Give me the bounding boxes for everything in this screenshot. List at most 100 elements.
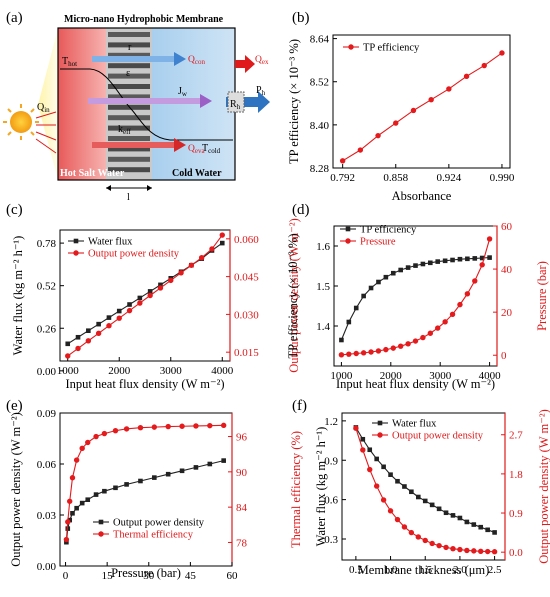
data-point [409, 489, 414, 495]
y-right-tick-label: 0.060 [234, 234, 259, 246]
data-point [492, 530, 497, 535]
data-point [219, 232, 225, 238]
data-point [450, 513, 456, 518]
data-point [220, 422, 227, 429]
data-point [420, 334, 426, 341]
x-tick-label: 1000 [57, 365, 80, 377]
series-line-red [67, 234, 223, 357]
data-point [138, 478, 143, 484]
data-point [353, 350, 359, 357]
membrane-pore-stripe [108, 136, 150, 141]
data-point [449, 311, 456, 318]
data-point [402, 484, 407, 489]
hot-water-label: Hot Salt Water [60, 168, 125, 179]
y-right-axis-title: Output power density (W m⁻²) [287, 218, 301, 373]
data-point [67, 498, 73, 504]
y-axis-title: Water flux (kg m⁻² h⁻¹) [11, 236, 25, 356]
legend-label: Output power density [88, 249, 180, 260]
data-point [85, 338, 92, 344]
data-point [357, 147, 364, 153]
porosity-label: ε [126, 68, 130, 79]
data-point [472, 278, 478, 284]
y-right-tick-label: 90 [236, 467, 248, 479]
x-tick-label: 2000 [108, 365, 131, 377]
data-point [112, 427, 119, 434]
legend-label: Output power density [113, 518, 205, 529]
data-point [450, 257, 455, 263]
data-point [405, 265, 411, 270]
series-line-black [355, 427, 495, 533]
data-point [442, 258, 448, 264]
x-axis-title: Absorbance [392, 189, 452, 203]
data-point [147, 292, 153, 299]
data-point [93, 433, 99, 440]
t-hot-label: Thot [62, 56, 77, 68]
data-point [478, 548, 484, 555]
data-point [436, 506, 442, 512]
data-point [478, 524, 484, 530]
data-point [442, 319, 448, 325]
y-tick-label: 0.26 [37, 323, 57, 335]
chart-b: 0.792 0.858 0.924 0.990 8.28 8.40 8.52 8.64 Abso… [287, 34, 515, 203]
y-tick-label: 0.06 [37, 459, 57, 471]
x-axis-title: Input heat flux density (W m⁻²) [336, 377, 495, 391]
membrane-pore-stripe [108, 42, 150, 48]
chart-d: 1000 2000 3000 4000 1.4 1.5 1.6 0 20 40 60 Input he… [286, 221, 549, 391]
temperature-profile [60, 68, 233, 141]
y-tick-label: 8.40 [310, 120, 330, 132]
data-point [465, 256, 470, 262]
data-point [137, 300, 143, 306]
plot-frame [332, 34, 511, 169]
data-point [69, 475, 76, 481]
membrane-pore-stripe [108, 167, 150, 173]
data-point [435, 325, 441, 331]
legend-marker [377, 432, 383, 438]
x-tick-label: 60 [227, 570, 239, 582]
data-point [367, 466, 373, 473]
keff-label: keff [118, 124, 131, 136]
rh-label: Rh [230, 99, 241, 111]
jw-label: Jw [178, 86, 188, 98]
y-right-tick-label: 96 [236, 432, 248, 444]
data-point [338, 352, 345, 358]
data-point [388, 472, 393, 477]
panel-label-d: (d) [292, 202, 310, 218]
y-tick-label: 0.6 [324, 495, 338, 507]
data-point [96, 321, 101, 327]
data-point [457, 515, 463, 521]
x-tick-label: 0.990 [490, 172, 515, 184]
data-point [380, 497, 387, 503]
y-axis-title: Water flux (kg m⁻² h⁻¹) [314, 427, 328, 547]
data-point [485, 527, 490, 533]
q-in-label: Qin [37, 102, 50, 114]
data-point [74, 505, 79, 511]
data-point [188, 262, 195, 268]
data-point [165, 471, 171, 477]
q-ex-arrow [235, 55, 255, 73]
y-right-tick-label: 0.045 [234, 272, 259, 284]
legend-marker [98, 531, 104, 537]
y-tick-label: 0.00 [37, 561, 57, 573]
ph-label: Ph [256, 85, 266, 97]
data-point [368, 349, 374, 355]
data-point [450, 545, 456, 552]
data-point [179, 468, 185, 474]
data-point [420, 261, 426, 267]
data-point [443, 510, 449, 516]
data-point [165, 423, 171, 430]
light-beam [38, 28, 58, 180]
chart-f: 0.5 1.0 1.5 2.0 2.5 0.3 0.6 0.9 1.2 0.0 0.9 1.8 2.7 M… [314, 409, 550, 577]
x-tick-label: 1.5 [418, 564, 432, 576]
data-point [376, 279, 381, 285]
data-point [116, 308, 122, 314]
data-point [75, 334, 81, 340]
data-point [422, 537, 428, 544]
x-tick-label: 3000 [429, 370, 452, 382]
data-point [464, 547, 470, 554]
y-right-tick-label: 0 [501, 350, 507, 362]
data-point [412, 338, 419, 344]
data-point [383, 274, 389, 280]
panel-label-f: (f) [292, 398, 307, 414]
data-point [464, 519, 470, 525]
x-tick-label: 4000 [211, 365, 234, 377]
